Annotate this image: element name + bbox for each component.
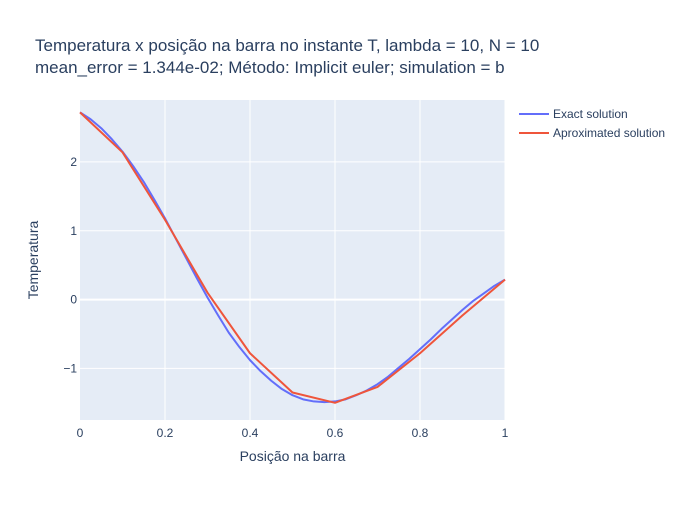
series-line-aproximated-solution[interactable] — [79, 111, 506, 404]
plot-area — [80, 100, 505, 420]
x-axis-title: Posição na barra — [240, 448, 346, 464]
legend: Exact solution Aproximated solution — [519, 107, 665, 140]
y-tick-label: 0 — [70, 293, 77, 307]
legend-label-exact-solution[interactable]: Exact solution — [553, 107, 628, 121]
x-tick-label: 0.8 — [412, 426, 429, 440]
y-tick-label: −1 — [63, 361, 77, 375]
y-axis-title: Temperatura — [25, 220, 41, 299]
x-tick-label: 0.6 — [327, 426, 344, 440]
series-line-exact-solution[interactable] — [79, 111, 506, 404]
y-tick-label: 1 — [70, 224, 77, 238]
grid-lines — [80, 100, 506, 420]
x-tick-labels: 0 0.2 0.4 0.6 0.8 1 — [77, 426, 509, 440]
y-tick-labels: −1 0 1 2 — [63, 155, 77, 375]
x-tick-label: 0.2 — [157, 426, 174, 440]
x-tick-label: 1 — [502, 426, 509, 440]
chart-title-line-2: mean_error = 1.344e-02; Método: Implicit… — [35, 58, 505, 77]
chart-title-line-1: Temperatura x posição na barra no instan… — [35, 36, 539, 55]
series-layer — [79, 111, 506, 404]
legend-label-aproximated-solution[interactable]: Aproximated solution — [553, 126, 665, 140]
x-tick-label: 0 — [77, 426, 84, 440]
y-tick-label: 2 — [70, 155, 77, 169]
x-tick-label: 0.4 — [242, 426, 259, 440]
